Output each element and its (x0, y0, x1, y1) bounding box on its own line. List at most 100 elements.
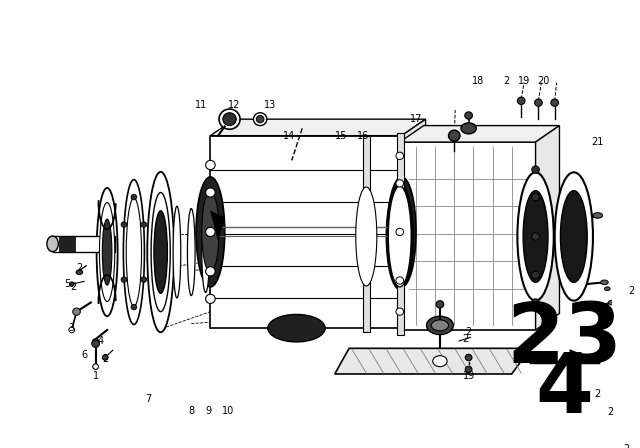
Text: 15: 15 (335, 131, 348, 141)
Ellipse shape (449, 130, 460, 141)
Ellipse shape (436, 301, 444, 308)
Text: 4: 4 (97, 336, 104, 346)
Ellipse shape (205, 227, 215, 237)
Ellipse shape (223, 113, 236, 125)
Polygon shape (364, 136, 370, 332)
Text: 2: 2 (628, 285, 634, 296)
Ellipse shape (604, 287, 610, 291)
Ellipse shape (532, 299, 540, 306)
Ellipse shape (396, 152, 404, 159)
Ellipse shape (388, 186, 412, 287)
Ellipse shape (73, 308, 81, 315)
Ellipse shape (391, 200, 408, 273)
Ellipse shape (205, 160, 215, 170)
Ellipse shape (69, 282, 74, 286)
Ellipse shape (121, 277, 127, 282)
Text: 2: 2 (504, 76, 510, 86)
Ellipse shape (393, 192, 410, 272)
Text: 18: 18 (472, 76, 484, 86)
Text: 2: 2 (623, 444, 630, 448)
Ellipse shape (461, 123, 476, 134)
Text: 19: 19 (463, 371, 475, 381)
Text: 9: 9 (205, 405, 212, 416)
Polygon shape (335, 349, 531, 374)
Text: 21: 21 (591, 137, 604, 147)
Ellipse shape (426, 316, 453, 335)
Polygon shape (211, 136, 402, 328)
Ellipse shape (202, 192, 219, 272)
Polygon shape (60, 237, 75, 252)
Polygon shape (400, 125, 559, 142)
Polygon shape (402, 119, 426, 328)
Ellipse shape (102, 355, 108, 360)
Ellipse shape (387, 177, 416, 287)
Ellipse shape (555, 172, 593, 301)
Text: 17: 17 (410, 114, 422, 124)
Text: 5: 5 (64, 279, 70, 289)
Ellipse shape (131, 304, 137, 310)
Ellipse shape (124, 180, 145, 324)
Text: 6: 6 (81, 350, 87, 360)
Polygon shape (52, 237, 115, 252)
Text: 7: 7 (145, 394, 152, 404)
Ellipse shape (532, 166, 540, 173)
Text: 19: 19 (518, 76, 530, 86)
Text: 2: 2 (595, 389, 601, 399)
Text: 14: 14 (283, 131, 295, 141)
Ellipse shape (121, 222, 127, 227)
Ellipse shape (523, 191, 548, 282)
Ellipse shape (561, 191, 588, 282)
Text: 2: 2 (465, 327, 472, 337)
Ellipse shape (141, 277, 147, 282)
Polygon shape (211, 119, 426, 136)
Polygon shape (397, 133, 404, 335)
Ellipse shape (551, 99, 559, 106)
Ellipse shape (517, 97, 525, 104)
Ellipse shape (202, 212, 209, 293)
Ellipse shape (532, 194, 540, 201)
Text: 2: 2 (76, 263, 83, 273)
Ellipse shape (532, 233, 540, 240)
Polygon shape (400, 142, 536, 330)
Ellipse shape (147, 172, 174, 332)
Ellipse shape (93, 364, 99, 370)
Text: 2: 2 (70, 282, 77, 292)
Polygon shape (211, 211, 225, 240)
Ellipse shape (173, 206, 180, 298)
Text: 13: 13 (264, 100, 276, 110)
Ellipse shape (387, 184, 413, 289)
Ellipse shape (465, 112, 472, 119)
Ellipse shape (600, 280, 608, 284)
Ellipse shape (205, 188, 215, 197)
Ellipse shape (99, 202, 115, 302)
Ellipse shape (356, 187, 377, 286)
Ellipse shape (102, 219, 112, 285)
Ellipse shape (534, 99, 542, 106)
Text: 2: 2 (607, 408, 613, 418)
Ellipse shape (126, 198, 141, 306)
Ellipse shape (396, 277, 404, 284)
Text: 23: 23 (506, 299, 622, 379)
Ellipse shape (69, 327, 75, 333)
Ellipse shape (268, 314, 325, 342)
Ellipse shape (219, 109, 240, 129)
Ellipse shape (47, 236, 58, 252)
Ellipse shape (188, 208, 195, 296)
Text: 11: 11 (195, 100, 207, 110)
Ellipse shape (396, 180, 404, 187)
Text: 2: 2 (102, 354, 108, 364)
Ellipse shape (97, 188, 118, 316)
Ellipse shape (253, 113, 267, 125)
Ellipse shape (396, 228, 404, 236)
Text: 2: 2 (463, 334, 469, 344)
Ellipse shape (141, 222, 147, 227)
Ellipse shape (92, 340, 99, 347)
Text: 16: 16 (357, 131, 369, 141)
Ellipse shape (154, 211, 168, 293)
Text: 8: 8 (188, 405, 195, 416)
Text: 1: 1 (93, 371, 99, 381)
Ellipse shape (256, 116, 264, 123)
Ellipse shape (92, 339, 99, 345)
Text: 3: 3 (68, 323, 75, 333)
Ellipse shape (76, 270, 83, 275)
